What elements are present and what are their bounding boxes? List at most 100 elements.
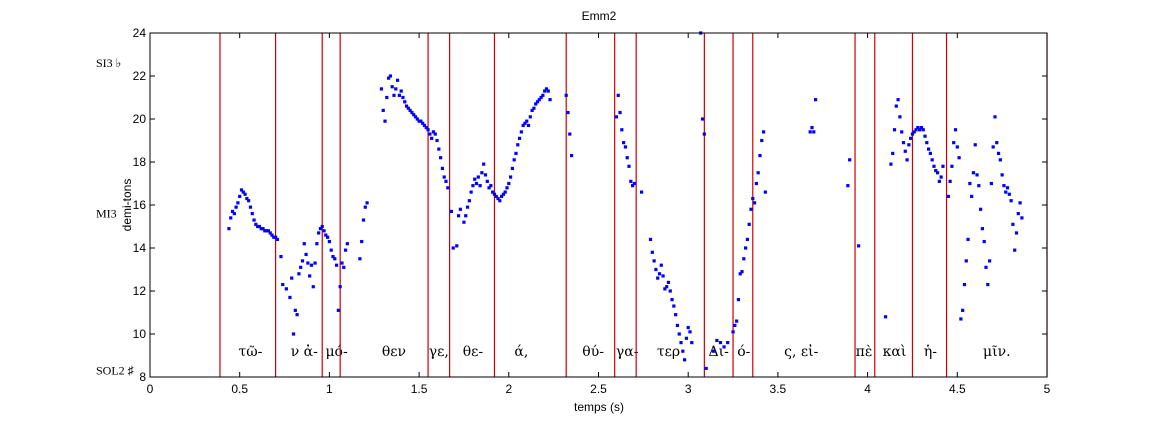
- x-tick-label-3: 1.5: [411, 382, 428, 396]
- data-point-0-138: [508, 175, 513, 179]
- data-point-0-115: [467, 199, 471, 203]
- data-point-0-265: [939, 175, 943, 179]
- data-point-0-297: [1000, 173, 1004, 177]
- data-point-0-282: [973, 143, 977, 147]
- data-point-0-82: [403, 100, 407, 104]
- data-point-0-177: [648, 237, 653, 241]
- data-point-0-7: [239, 188, 244, 192]
- data-point-0-184: [661, 274, 665, 278]
- data-point-0-116: [469, 190, 473, 194]
- data-point-0-264: [937, 179, 941, 183]
- data-point-0-58: [336, 308, 340, 312]
- data-point-0-244: [901, 141, 906, 145]
- data-point-0-77: [394, 87, 398, 91]
- data-point-0-123: [482, 162, 486, 166]
- data-point-0-114: [465, 205, 470, 209]
- data-point-0-41: [306, 261, 310, 265]
- syllable-label-10: Δι-: [709, 344, 730, 360]
- data-point-0-183: [659, 263, 663, 267]
- data-point-0-252: [916, 126, 920, 130]
- data-point-0-12: [248, 205, 253, 209]
- x-tick-label-5: 2.5: [590, 382, 607, 396]
- data-point-0-165: [614, 115, 619, 119]
- data-point-0-270: [952, 141, 956, 145]
- data-point-0-55: [331, 255, 335, 259]
- data-point-0-34: [293, 308, 297, 312]
- data-point-0-171: [625, 156, 629, 160]
- data-point-0-111: [458, 207, 462, 211]
- y-tick-label-4: 16: [133, 198, 147, 212]
- y-tick-label-0: 8: [139, 370, 146, 384]
- data-point-0-255: [921, 128, 925, 132]
- data-point-0-122: [480, 171, 484, 175]
- y-tick-label-5: 18: [133, 155, 147, 169]
- y-tick-label-6: 20: [133, 112, 147, 126]
- y-tick-label-3: 14: [133, 241, 147, 255]
- data-point-0-57: [334, 263, 339, 267]
- data-point-0-271: [953, 128, 958, 132]
- data-point-0-97: [430, 136, 434, 140]
- data-point-0-189: [670, 298, 674, 302]
- data-point-0-222: [752, 201, 757, 205]
- data-point-0-158: [544, 87, 549, 91]
- data-point-0-124: [483, 173, 488, 177]
- data-point-0-66: [361, 218, 366, 222]
- data-point-0-253: [918, 128, 922, 132]
- data-point-0-156: [541, 93, 545, 97]
- x-tick-label-7: 3.5: [770, 382, 787, 396]
- y-tick-label-8: 24: [133, 26, 147, 40]
- data-point-0-107: [449, 209, 453, 214]
- data-point-0-60: [340, 261, 344, 265]
- data-point-0-72: [385, 95, 389, 100]
- syllable-label-11: ό-: [737, 344, 750, 360]
- data-point-0-207: [718, 341, 723, 345]
- data-point-0-153: [535, 100, 540, 104]
- data-point-0-37: [299, 265, 303, 269]
- data-point-0-155: [539, 95, 543, 100]
- data-point-0-250: [912, 130, 916, 134]
- data-point-0-152: [534, 102, 538, 106]
- data-point-0-239: [892, 128, 897, 132]
- syllable-label-13: πὲ: [856, 343, 873, 360]
- data-point-0-257: [925, 141, 929, 145]
- data-point-0-193: [677, 332, 681, 336]
- data-point-0-17: [257, 224, 262, 229]
- data-point-0-196: [683, 358, 687, 362]
- data-point-0-84: [406, 106, 410, 110]
- data-point-0-210: [731, 330, 735, 334]
- data-point-0-225: [758, 153, 762, 158]
- data-point-0-231: [812, 130, 816, 134]
- data-point-0-166: [616, 93, 620, 97]
- data-point-0-149: [528, 115, 532, 119]
- data-point-0-18: [259, 227, 263, 231]
- syllable-label-12: ς, εἰ-: [784, 343, 818, 360]
- data-point-0-182: [657, 272, 662, 276]
- data-point-0-240: [894, 104, 898, 108]
- data-point-0-102: [439, 156, 443, 160]
- data-point-0-170: [623, 145, 628, 149]
- syllable-label-8: γα-: [616, 344, 639, 360]
- data-point-0-192: [675, 323, 680, 327]
- syllable-label-14: καὶ: [883, 343, 907, 360]
- syllable-label-1: ν ἀ-: [291, 343, 318, 360]
- data-point-0-296: [998, 158, 1002, 162]
- data-point-0-88: [413, 115, 418, 119]
- data-point-0-267: [946, 194, 950, 198]
- data-point-0-162: [566, 110, 570, 115]
- note-labels: SI3 ♭ MI3 SOL2 ♯: [96, 56, 134, 377]
- data-point-0-154: [537, 98, 541, 102]
- data-point-0-199: [688, 330, 692, 334]
- data-point-0-85: [408, 108, 412, 112]
- data-point-0-175: [632, 181, 636, 186]
- data-point-0-254: [919, 126, 924, 130]
- data-point-0-259: [928, 151, 932, 155]
- data-point-0-112: [462, 220, 466, 224]
- data-point-0-75: [390, 85, 394, 89]
- data-point-0-93: [422, 123, 427, 128]
- data-point-0-21: [265, 229, 269, 233]
- data-point-0-120: [476, 175, 480, 179]
- data-point-0-145: [521, 123, 525, 128]
- syllable-label-6: ά,: [514, 344, 528, 360]
- data-point-0-209: [726, 341, 730, 345]
